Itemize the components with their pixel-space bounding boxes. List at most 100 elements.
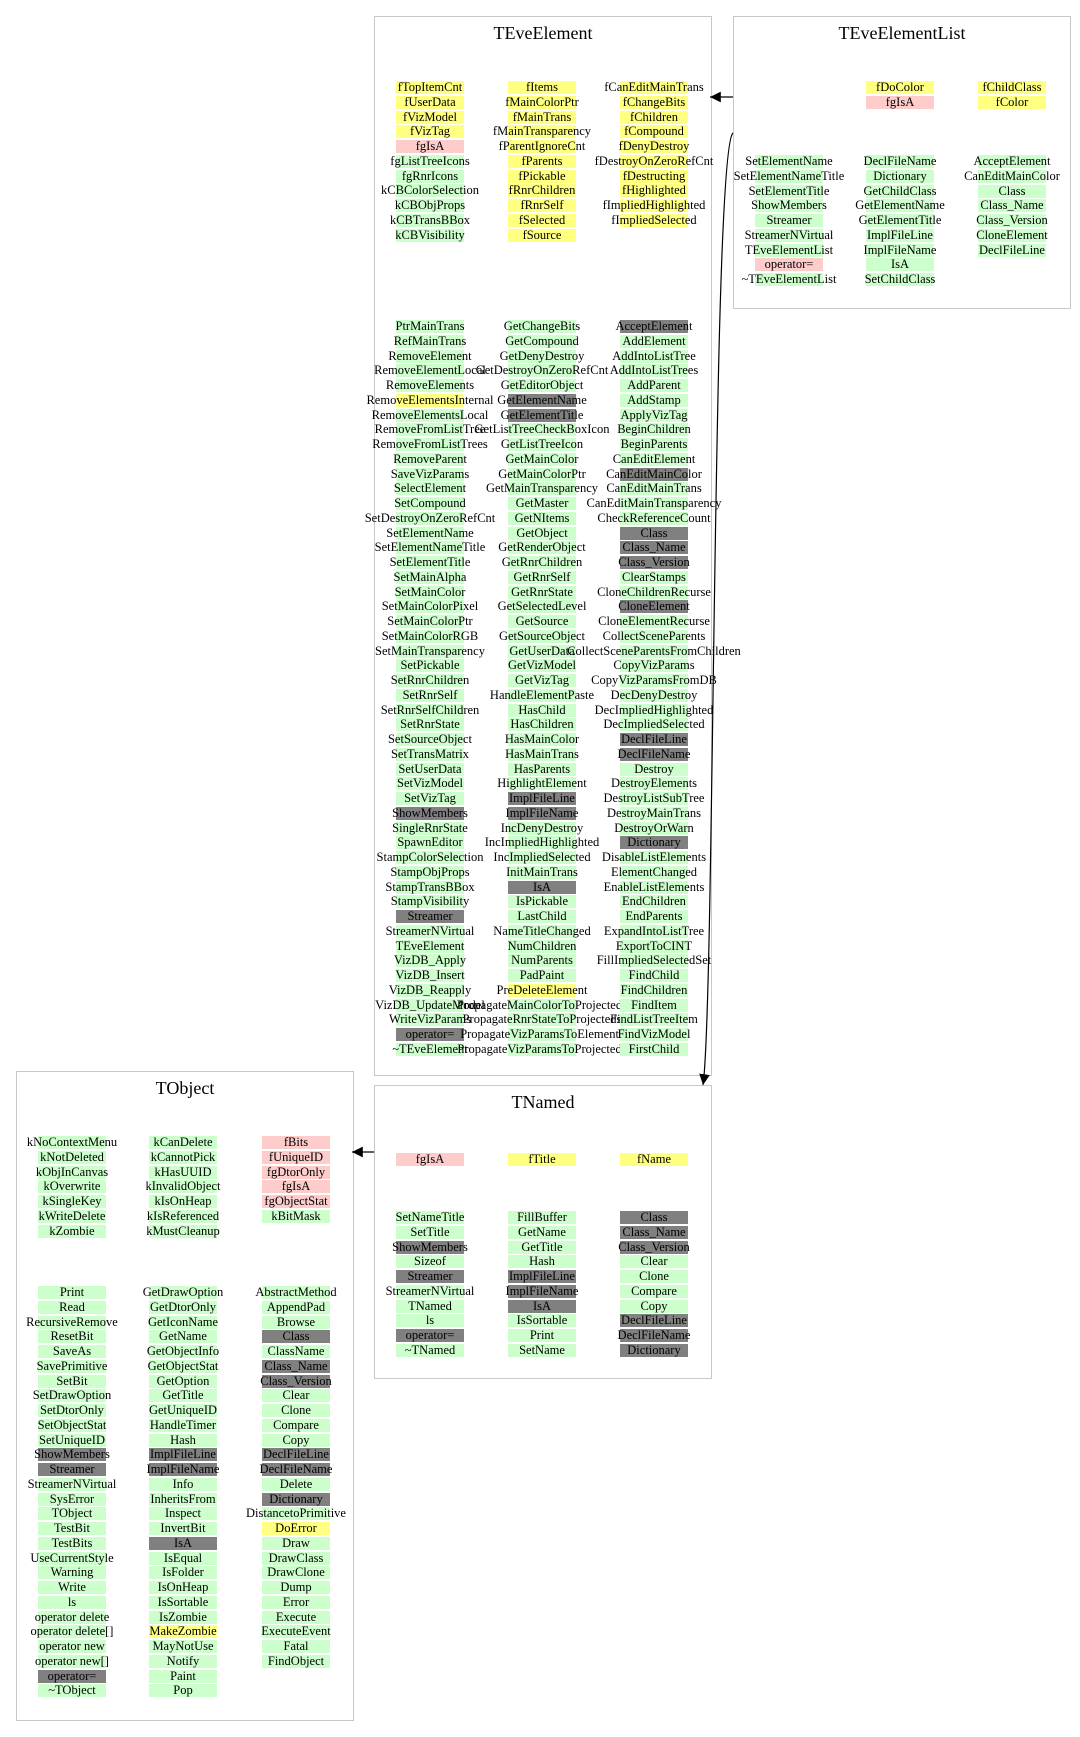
method-getlisttreeicon: GetListTreeIcon (500, 437, 584, 451)
method-getmaincolorptr: GetMainColorPtr (498, 466, 586, 481)
method-streamer: Streamer (330, 1270, 530, 1283)
method-incdenydestroy: IncDenyDestroy (500, 820, 584, 835)
method-dictionary: Dictionary (554, 836, 754, 850)
method-elementchanged: ElementChanged (610, 864, 698, 879)
method-class-name: Class_Name (912, 199, 1080, 213)
method-saveas: SaveAs (0, 1345, 172, 1358)
method-getmaster: GetMaster (442, 497, 642, 510)
method-copyvizparams: CopyVizParams (613, 658, 695, 673)
method-class: Class (554, 526, 754, 540)
method-implfilename: ImplFileName (505, 805, 579, 820)
method-getvizmodel: GetVizModel (508, 658, 576, 673)
method-class: Class (196, 1330, 396, 1344)
method-class-version: Class_Version (976, 213, 1048, 227)
method-getelementname: GetElementName (855, 198, 945, 213)
attr-kisonheap: kIsOnHeap (83, 1195, 283, 1208)
method-destroymaintrans: DestroyMainTrans (607, 805, 701, 820)
method-operator-delete-array: operator delete[] (30, 1624, 114, 1639)
method-streamer: Streamer (689, 214, 889, 227)
method-vizdb-insert: VizDB_Insert (395, 968, 465, 982)
attr-fbits: fBits (196, 1136, 396, 1149)
method-fatal: Fatal (196, 1640, 396, 1653)
method-geteditorobject: GetEditorObject (500, 378, 584, 392)
method-compare: Compare (196, 1418, 396, 1432)
method-class: Class (554, 1211, 754, 1224)
method-ls: ls (0, 1595, 172, 1609)
method-declfilename: DeclFileName (259, 1462, 333, 1476)
attr-fhighlighted: fHighlighted (554, 184, 754, 198)
attr-kwritedelete: kWriteDelete (38, 1208, 106, 1223)
method-classname: ClassName (196, 1345, 396, 1358)
method-setmaincolor: SetMainColor (394, 584, 466, 599)
method-hasmaintrans: HasMainTrans (505, 746, 579, 761)
method-decdenydestroy: DecDenyDestroy (610, 687, 698, 702)
box-tnamed: TNamed fgIsA fTitle fName SetNameTitle SetTit… (374, 1085, 712, 1379)
attr-fdestructing: fDestructing (554, 169, 754, 183)
method-spawneditor: SpawnEditor (396, 835, 464, 850)
method-setrnrselfchildren: SetRnrSelfChildren (380, 702, 480, 717)
method-removefromlisttree: RemoveFromListTree (374, 422, 486, 437)
method-getuserdata: GetUserData (508, 643, 576, 658)
method-iszombie: IsZombie (83, 1610, 283, 1624)
method-setnametitle: SetNameTitle (395, 1210, 465, 1224)
method-setdtoronly: SetDtorOnly (0, 1404, 172, 1417)
method-operator-assign: operator= (330, 1028, 530, 1041)
attr-funiqueid: fUniqueID (196, 1150, 396, 1164)
method-findlisttreeitem: FindListTreeItem (610, 1012, 698, 1027)
method-writevizparams: WriteVizParams (388, 1012, 472, 1027)
method-ptrmaintrans: PtrMainTrans (395, 319, 465, 333)
method-print: Print (0, 1286, 172, 1299)
method-setuserdata: SetUserData (330, 762, 530, 776)
method-getdrawoption: GetDrawOption (142, 1285, 224, 1299)
attr-frnrself: fRnrSelf (442, 199, 642, 212)
method-compare: Compare (554, 1284, 754, 1298)
method-setname: SetName (442, 1343, 642, 1357)
attr-fimpliedhighlighted: fImpliedHighlighted (602, 198, 706, 212)
attr-kobjincanvas: kObjInCanvas (35, 1164, 109, 1179)
method-dtor-teveelement: ~TEveElement (392, 1041, 468, 1056)
method-haschildren: HasChildren (442, 718, 642, 732)
method-refmaintrans: RefMainTrans (393, 333, 467, 348)
method-streamernvirtual: StreamerNVirtual (385, 1283, 475, 1298)
method-class: Class (912, 184, 1080, 198)
method-decimpliedhighlighted: DecImpliedHighlighted (594, 702, 714, 717)
method-getobjectinfo: GetObjectInfo (146, 1344, 220, 1358)
attr-knotdeleted: kNotDeleted (0, 1150, 172, 1164)
method-showmembers: ShowMembers (34, 1447, 110, 1462)
method-findchildren: FindChildren (620, 982, 688, 997)
method-getselectedlevel: GetSelectedLevel (497, 599, 587, 614)
method-clear: Clear (196, 1389, 396, 1403)
method-savevizparams: SaveVizParams (390, 466, 470, 481)
attr-fuserdata: fUserData (330, 95, 530, 109)
method-getnitems: GetNItems (442, 511, 642, 525)
method-read: Read (0, 1300, 172, 1314)
method-exporttocint: ExportToCINT (615, 938, 693, 953)
attr-kcbcolorselection: kCBColorSelection (381, 183, 479, 198)
method-setuniqueid: SetUniqueID (38, 1432, 106, 1447)
method-usecurrentstyle: UseCurrentStyle (30, 1550, 114, 1565)
method-testbit: TestBit (0, 1522, 172, 1535)
method-setbit: SetBit (0, 1374, 172, 1388)
method-setmaincolorrgb: SetMainColorRGB (381, 628, 479, 643)
method-declfileline: DeclFileLine (262, 1447, 330, 1462)
method-expandintolisttree: ExpandIntoListTree (603, 923, 705, 938)
method-getsource: GetSource (442, 615, 642, 628)
attr-fparents: fParents (442, 154, 642, 168)
method-print: Print (442, 1329, 642, 1342)
attr-fcaneditmaintrans: fCanEditMainTrans (604, 80, 704, 94)
method-maynotuse: MayNotUse (83, 1640, 283, 1653)
method-operator-new: operator new (38, 1639, 106, 1653)
method-setelementnametitle: SetElementNameTitle (733, 168, 845, 183)
method-gettitle: GetTitle (83, 1389, 283, 1403)
method-stamptransbbox: StampTransBBox (385, 879, 475, 894)
method-addelement: AddElement (554, 334, 754, 348)
method-setmaincolorpixel: SetMainColorPixel (381, 599, 479, 614)
attr-fmaintransparency: fMainTransparency (492, 124, 592, 139)
method-isonheap: IsOnHeap (83, 1581, 283, 1594)
method-numchildren: NumChildren (507, 938, 577, 953)
attr-fchildren: fChildren (554, 110, 754, 124)
method-beginparents: BeginParents (620, 437, 688, 451)
method-vizdb-updatemodel: VizDB_UpdateModel (375, 997, 485, 1012)
method-testbits: TestBits (0, 1536, 172, 1550)
